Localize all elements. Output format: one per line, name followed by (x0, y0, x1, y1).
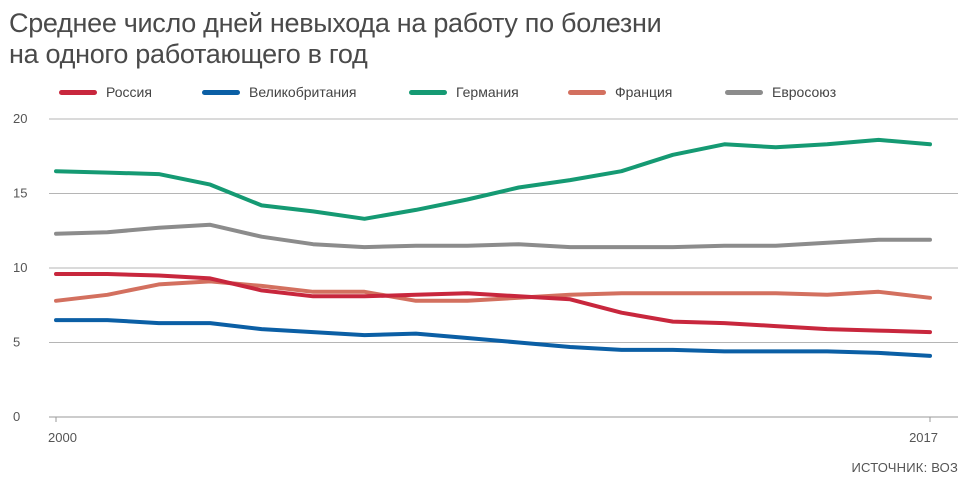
x-tick-label: 2000 (48, 430, 77, 445)
y-tick-label: 10 (13, 260, 27, 275)
series-line-3 (54, 279, 932, 303)
legend-label-germany: Германия (456, 84, 519, 100)
y-tick-label: 5 (13, 335, 20, 350)
series-line-2 (54, 137, 932, 221)
series-line-1 (54, 318, 932, 358)
legend-swatch-germany (409, 89, 447, 95)
y-tick-label: 0 (13, 409, 20, 424)
y-tick-label: 15 (13, 186, 27, 201)
legend-item-eu: Евросоюз (725, 80, 836, 104)
chart-title-line-1: Среднее число дней невыхода на работу по… (9, 8, 662, 38)
legend-swatch-eu (725, 89, 763, 95)
legend-item-uk: Великобритания (202, 80, 357, 104)
legend-label-eu: Евросоюз (772, 84, 837, 100)
chart-legend: Россия Великобритания Германия Франция Е… (0, 80, 968, 104)
legend-item-germany: Германия (409, 80, 519, 104)
series-line-0 (54, 272, 932, 335)
y-tick-label: 20 (13, 111, 27, 126)
series-line-4 (54, 222, 932, 250)
legend-swatch-france (568, 89, 606, 95)
series-layer (54, 137, 932, 358)
chart-title-line-2: на одного работающего в год (9, 39, 368, 69)
x-tick-label: 2017 (909, 430, 938, 445)
legend-label-france: Франция (615, 84, 673, 100)
legend-item-russia: Россия (59, 80, 152, 104)
legend-swatch-russia (59, 89, 97, 95)
chart-title: Среднее число дней невыхода на работу по… (9, 8, 729, 70)
source-note: ИСТОЧНИК: ВОЗ (851, 460, 958, 475)
legend-label-russia: Россия (106, 84, 152, 100)
legend-swatch-uk (202, 89, 240, 95)
grid-layer (49, 118, 958, 422)
axis-labels: 0 5 10 15 20 2000 2017 (13, 111, 938, 445)
legend-label-uk: Великобритания (249, 84, 357, 100)
legend-item-france: Франция (568, 80, 672, 104)
